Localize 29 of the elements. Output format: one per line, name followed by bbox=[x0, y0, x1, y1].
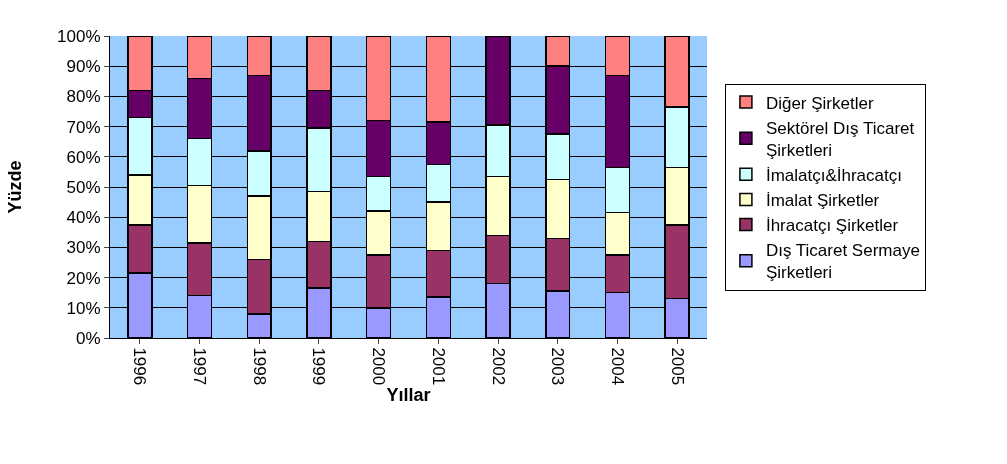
x-tick-label: 2005 bbox=[667, 347, 687, 386]
y-tick-label: 0% bbox=[76, 328, 101, 348]
y-tick-label: 100% bbox=[57, 26, 101, 46]
y-tick-label: 70% bbox=[66, 117, 101, 137]
y-tick-label: 90% bbox=[66, 57, 101, 77]
x-tick-label: 1999 bbox=[309, 347, 329, 386]
y-tick-label: 50% bbox=[66, 177, 101, 197]
x-tick-label: 1996 bbox=[130, 347, 150, 386]
y-tick-label: 30% bbox=[66, 238, 101, 258]
y-axis-title: Yüzde bbox=[5, 160, 26, 214]
x-tick-label: 2003 bbox=[548, 347, 568, 386]
legend-label: Diğer Şirketler bbox=[765, 93, 874, 113]
x-tick-label: 2000 bbox=[369, 347, 389, 386]
x-tick-label: 2002 bbox=[488, 347, 508, 386]
legend-label: Sektörel Dış Ticaret Şirketleri bbox=[765, 118, 915, 160]
x-tick-label: 2004 bbox=[607, 347, 627, 386]
legend-label: İhracatçı Şirketler bbox=[765, 216, 899, 236]
y-tick-label: 60% bbox=[66, 147, 101, 167]
y-tick-label: 10% bbox=[66, 298, 101, 318]
x-tick-label: 2001 bbox=[428, 347, 448, 386]
legend-label: İmalatçı&İhracatçı bbox=[765, 165, 902, 185]
legend-label: İmalat Şirketler bbox=[765, 191, 880, 211]
x-axis-title: Yıllar bbox=[386, 385, 431, 406]
x-tick-label: 1998 bbox=[249, 347, 269, 386]
y-tick-label: 80% bbox=[66, 87, 101, 107]
legend-label: Dış Ticaret Sermaye Şirketleri bbox=[765, 241, 920, 283]
y-tick-label: 20% bbox=[66, 268, 101, 288]
x-tick-label: 1997 bbox=[190, 347, 210, 386]
y-tick-label: 40% bbox=[66, 208, 101, 228]
